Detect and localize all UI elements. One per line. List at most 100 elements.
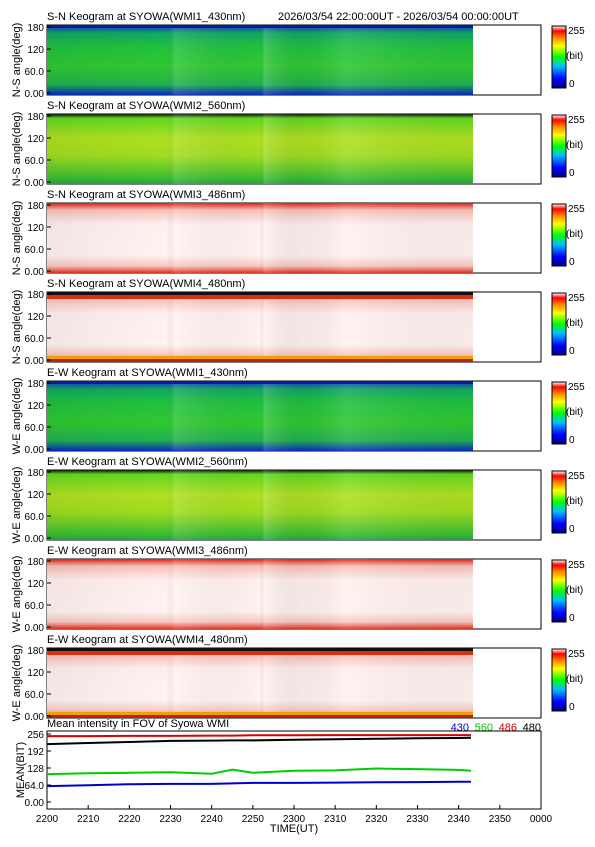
colorbar-max-label: 255 bbox=[568, 560, 585, 571]
colorbar-min-label: 0 bbox=[569, 79, 575, 90]
y-tick-label: 60.0 bbox=[25, 690, 45, 701]
y-tick-label: 120 bbox=[27, 401, 44, 412]
series-line-430 bbox=[46, 780, 471, 788]
mean-intensity-plot: Mean intensity in FOV of Syowa WMI 48048… bbox=[15, 718, 553, 835]
y-tick-label: 60.0 bbox=[25, 334, 45, 345]
keogram-texture bbox=[47, 25, 473, 95]
y-tick-label: 120 bbox=[27, 134, 44, 145]
keogram-texture bbox=[47, 559, 473, 629]
series-line-486 bbox=[47, 734, 471, 738]
x-tick-label: 2350 bbox=[489, 814, 512, 825]
x-tick-label: 2230 bbox=[159, 814, 182, 825]
colorbar-max-label: 255 bbox=[568, 382, 585, 393]
colorbar-max-label: 255 bbox=[568, 26, 585, 37]
y-tick-label: 180 bbox=[27, 557, 44, 568]
mean-plot-ylabel: MEAN(BIT) bbox=[15, 742, 27, 798]
colorbar-max-label: 255 bbox=[568, 204, 585, 215]
colorbar-min-label: 0 bbox=[569, 346, 575, 357]
keogram-edge bbox=[47, 648, 473, 651]
panel-ylabel: N-S angle(deg) bbox=[11, 23, 23, 98]
keogram-edge bbox=[47, 295, 473, 299]
x-tick-label: 2310 bbox=[324, 814, 347, 825]
colorbar-max-label: 255 bbox=[568, 115, 585, 126]
colorbar bbox=[551, 292, 567, 356]
colorbar-max-label: 255 bbox=[568, 293, 585, 304]
keogram-panels: S-N Keogram at SYOWA(WMI1_430nm)18012060… bbox=[11, 11, 585, 723]
mean-plot-title: Mean intensity in FOV of Syowa WMI bbox=[47, 718, 229, 730]
keogram-edge bbox=[47, 715, 473, 718]
panel-ylabel: W-E angle(deg) bbox=[11, 467, 23, 544]
y-tick-label: 60.0 bbox=[25, 67, 45, 78]
keogram-panel: E-W Keogram at SYOWA(WMI1_430nm)180 120 60… bbox=[11, 367, 585, 456]
panel-ylabel: N-S angle(deg) bbox=[11, 201, 23, 276]
keogram-edge bbox=[47, 356, 473, 359]
keogram-edge bbox=[47, 651, 473, 655]
y-tick-label: 60.0 bbox=[25, 601, 45, 612]
colorbar bbox=[551, 559, 567, 623]
x-tick-label: 2320 bbox=[365, 814, 388, 825]
colorbar-unit-label: (bit) bbox=[566, 140, 583, 151]
series-line-480 bbox=[46, 736, 472, 746]
colorbar-min-label: 0 bbox=[569, 613, 575, 624]
y-tick-label: 0.00 bbox=[25, 712, 45, 723]
keogram-panel: S-N Keogram at SYOWA(WMI4_480nm)180 120 60… bbox=[11, 278, 585, 367]
series-line-560 bbox=[46, 767, 472, 776]
mean-plot-axes: 256 192 128 64.0 0.00 bbox=[25, 730, 51, 809]
panel-title: S-N Keogram at SYOWA(WMI3_486nm) bbox=[47, 189, 245, 201]
keogram-panel: S-N Keogram at SYOWA(WMI3_486nm)180 120 60… bbox=[11, 189, 585, 278]
keogram-texture bbox=[47, 381, 473, 451]
x-tick-label: 2210 bbox=[77, 814, 100, 825]
colorbar bbox=[551, 381, 567, 445]
y-tick-label: 0.00 bbox=[25, 798, 45, 809]
panel-ylabel: N-S angle(deg) bbox=[11, 290, 23, 365]
keogram-texture bbox=[47, 203, 473, 273]
y-tick-label: 0.00 bbox=[25, 445, 45, 456]
colorbar-min-label: 0 bbox=[569, 257, 575, 268]
y-tick-label: 180 bbox=[27, 112, 44, 123]
x-tick-label: 2240 bbox=[201, 814, 224, 825]
colorbar-unit-label: (bit) bbox=[566, 585, 583, 596]
x-tick-label: 2340 bbox=[448, 814, 471, 825]
panel-title: S-N Keogram at SYOWA(WMI2_560nm) bbox=[47, 100, 245, 112]
keogram-panel: E-W Keogram at SYOWA(WMI3_486nm)180 120 60… bbox=[11, 545, 585, 634]
y-tick-label: 120 bbox=[27, 45, 44, 56]
colorbar-unit-label: (bit) bbox=[566, 51, 583, 62]
panel-title: E-W Keogram at SYOWA(WMI4_480nm) bbox=[47, 634, 248, 646]
panel-ylabel: N-S angle(deg) bbox=[11, 112, 23, 187]
y-tick-label: 0.00 bbox=[25, 267, 45, 278]
y-tick-label: 0.00 bbox=[25, 534, 45, 545]
keogram-texture bbox=[47, 648, 473, 718]
y-tick-label: 0.00 bbox=[25, 178, 45, 189]
y-tick-label: 0.00 bbox=[25, 623, 45, 634]
colorbar bbox=[551, 25, 567, 89]
colorbar bbox=[551, 470, 567, 534]
x-tick-label: 0000 bbox=[530, 814, 553, 825]
keogram-panel: E-W Keogram at SYOWA(WMI2_560nm)180 120 60… bbox=[11, 456, 585, 545]
x-tick-label: 2200 bbox=[36, 814, 59, 825]
keogram-edge bbox=[47, 381, 473, 384]
y-tick-label: 180 bbox=[27, 23, 44, 34]
keogram-texture bbox=[47, 114, 473, 184]
y-tick-label: 120 bbox=[27, 223, 44, 234]
keogram-panel: E-W Keogram at SYOWA(WMI4_480nm)180 120 60… bbox=[11, 634, 585, 723]
y-tick-label: 60.0 bbox=[25, 512, 45, 523]
colorbar-unit-label: (bit) bbox=[566, 496, 583, 507]
y-tick-label: 128 bbox=[27, 764, 44, 775]
panel-title: E-W Keogram at SYOWA(WMI1_430nm) bbox=[47, 367, 248, 379]
y-tick-label: 256 bbox=[27, 730, 44, 741]
y-tick-label: 180 bbox=[27, 201, 44, 212]
panel-title: S-N Keogram at SYOWA(WMI4_480nm) bbox=[47, 278, 245, 290]
y-tick-label: 192 bbox=[27, 747, 44, 758]
x-tick-label: 2330 bbox=[406, 814, 429, 825]
x-tick-label: 2220 bbox=[118, 814, 141, 825]
keogram-panel: S-N Keogram at SYOWA(WMI1_430nm)180 120 60… bbox=[11, 11, 585, 100]
keogram-edge bbox=[47, 292, 473, 295]
keogram-texture bbox=[47, 470, 473, 540]
y-tick-label: 180 bbox=[27, 379, 44, 390]
colorbar-min-label: 0 bbox=[569, 702, 575, 713]
y-tick-label: 180 bbox=[27, 468, 44, 479]
panel-ylabel: W-E angle(deg) bbox=[11, 645, 23, 722]
colorbar bbox=[551, 648, 567, 712]
colorbar-unit-label: (bit) bbox=[566, 407, 583, 418]
